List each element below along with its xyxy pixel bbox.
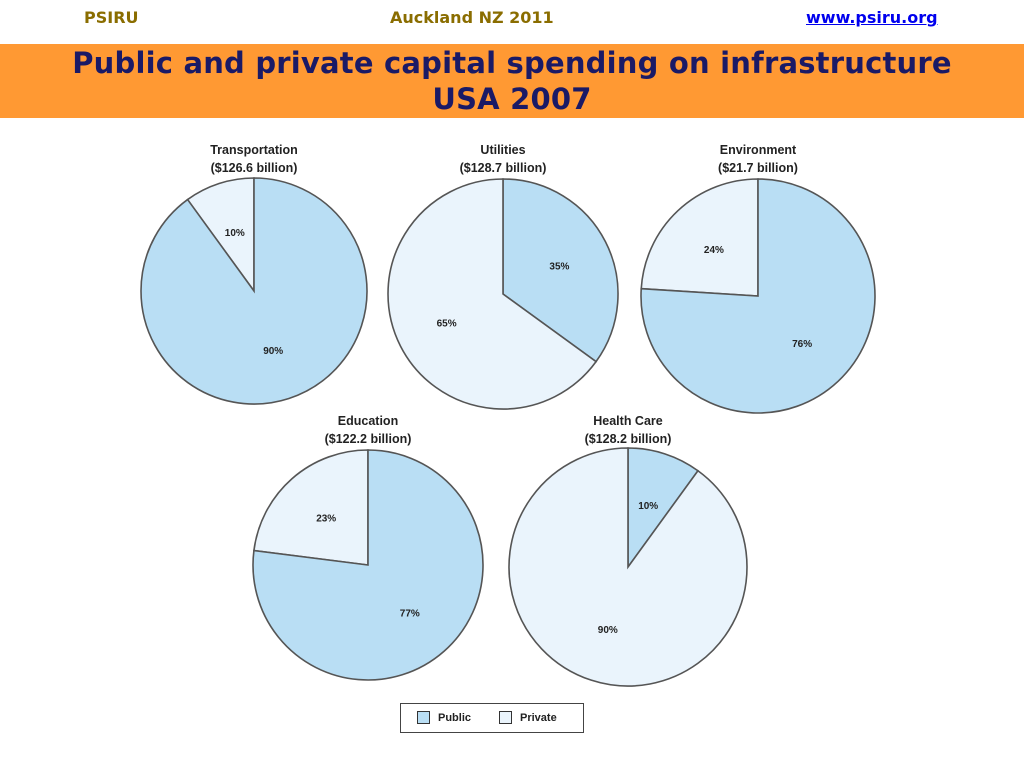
pie-slice-private <box>508 447 748 687</box>
pie-label-private: 23% <box>316 514 336 525</box>
pie-label-private: 24% <box>704 245 724 256</box>
pie-subtitle: ($128.7 billion) <box>460 161 547 175</box>
pie-label-private: 65% <box>437 319 457 330</box>
pie-label-public: 76% <box>792 339 812 350</box>
pie-slice-public <box>627 447 700 570</box>
legend-item-public: Public <box>417 711 471 724</box>
pie-slice-public <box>140 177 368 405</box>
pie-label-public: 10% <box>638 501 658 512</box>
legend-label-private: Private <box>520 711 557 724</box>
pie-slice-public <box>640 178 876 414</box>
pie-slice-private <box>387 178 598 410</box>
pie-subtitle: ($126.6 billion) <box>211 161 298 175</box>
pie-chart-health-care: Health Care ($128.2 billion) 10% 90% <box>508 414 748 687</box>
pie-label-public: 90% <box>263 346 283 357</box>
legend-item-private: Private <box>499 711 557 724</box>
pie-chart-transportation: Transportation ($126.6 billion) 10% 90% <box>140 143 368 405</box>
pie-chart-utilities: Utilities ($128.7 billion) 35% 65% <box>387 143 619 410</box>
pie-slice-public <box>502 178 619 363</box>
pie-title: Environment <box>720 143 797 157</box>
org-name: PSIRU <box>84 8 139 27</box>
legend: Public Private <box>400 703 584 733</box>
pie-slice-private <box>640 178 759 297</box>
top-bar: PSIRU Auckland NZ 2011 www.psiru.org <box>0 0 1024 42</box>
pie-chart-education: Education ($122.2 billion) 23% 77% <box>252 414 484 681</box>
pie-title: Health Care <box>593 414 663 428</box>
event-label: Auckland NZ 2011 <box>390 8 554 27</box>
pie-label-private: 90% <box>598 625 618 636</box>
pie-title: Education <box>338 414 398 428</box>
pie-label-public: 77% <box>400 608 420 619</box>
legend-label-public: Public <box>438 711 472 724</box>
pie-subtitle: ($122.2 billion) <box>325 432 412 446</box>
website-link[interactable]: www.psiru.org <box>806 8 938 27</box>
pie-slice-public <box>252 449 484 681</box>
title-banner: Public and private capital spending on i… <box>0 44 1024 118</box>
pie-label-public: 35% <box>549 261 569 272</box>
pie-subtitle: ($128.2 billion) <box>585 432 672 446</box>
legend-swatch-public <box>417 711 430 724</box>
slide-title: Public and private capital spending on i… <box>72 46 952 116</box>
pie-slice-private <box>186 177 255 294</box>
legend-swatch-private <box>499 711 512 724</box>
pie-label-private: 10% <box>225 228 245 239</box>
pie-slice-private <box>253 449 369 566</box>
pie-title: Utilities <box>480 143 525 157</box>
pie-chart-environment: Environment ($21.7 billion) 24% 76% <box>640 143 876 414</box>
pie-subtitle: ($21.7 billion) <box>718 161 798 175</box>
pie-title: Transportation <box>210 143 298 157</box>
